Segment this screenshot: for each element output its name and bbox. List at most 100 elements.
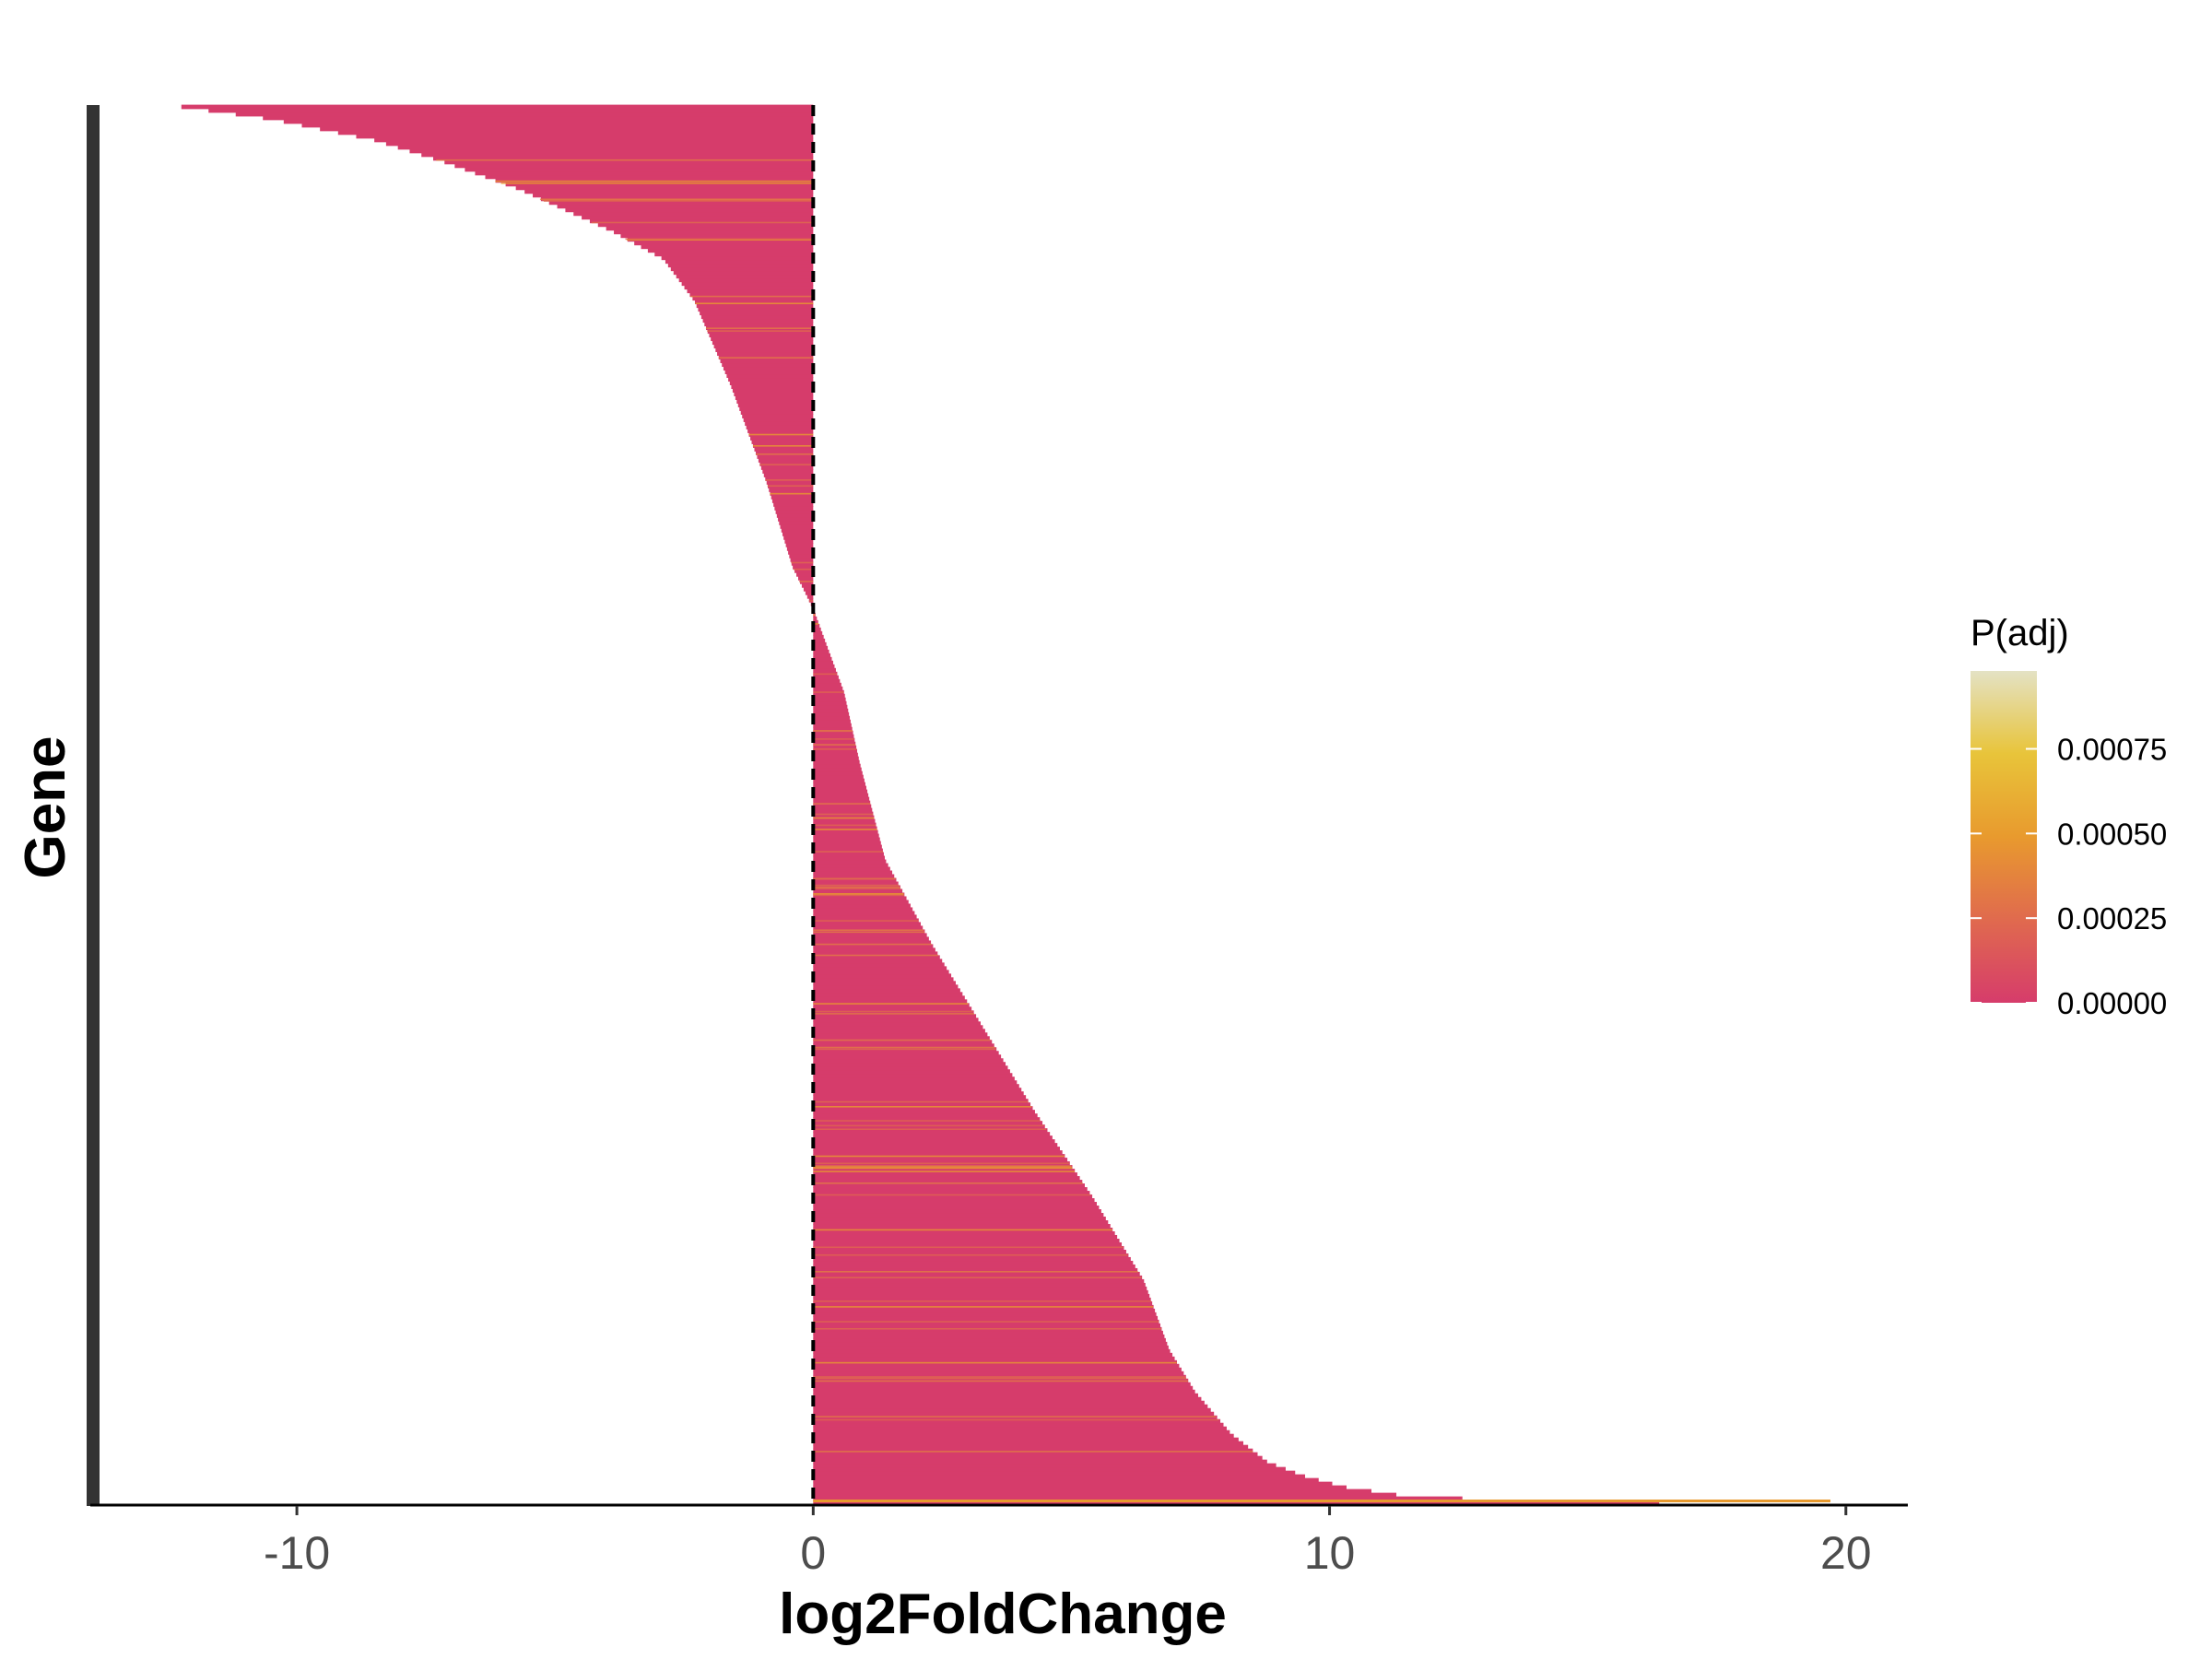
gene-bar xyxy=(676,274,814,279)
gene-bar xyxy=(813,763,861,769)
gene-bar xyxy=(813,1180,1083,1184)
padj-stripe xyxy=(813,748,857,750)
gene-bar xyxy=(813,1418,1221,1424)
gene-bar xyxy=(208,108,814,113)
gene-bar xyxy=(301,123,814,128)
gene-bar xyxy=(813,870,893,876)
gene-bar xyxy=(813,1249,1126,1254)
gene-bar xyxy=(813,627,821,632)
gene-bar xyxy=(678,277,814,283)
gene-bar xyxy=(813,1191,1090,1195)
gene-bar xyxy=(709,333,814,338)
gene-bar xyxy=(813,789,868,794)
gene-bar xyxy=(712,340,814,346)
gene-bar xyxy=(813,1426,1227,1431)
gene-bar xyxy=(813,852,884,857)
gene-bar xyxy=(397,145,814,150)
padj-stripe xyxy=(500,182,814,184)
gene-bar xyxy=(813,660,833,665)
gene-bar xyxy=(813,745,857,750)
gene-bar xyxy=(813,1062,1006,1067)
gene-bar xyxy=(694,300,814,305)
gene-bar xyxy=(717,351,814,357)
gene-bar xyxy=(813,752,858,758)
gene-bar xyxy=(444,159,814,165)
gene-bar xyxy=(813,933,927,938)
gene-bar xyxy=(813,966,947,971)
padj-stripe xyxy=(813,954,938,957)
padj-stripe xyxy=(770,492,814,495)
gene-bar xyxy=(813,619,818,625)
gene-bar xyxy=(698,307,814,312)
gene-bar xyxy=(762,469,814,474)
gene-bar xyxy=(684,285,814,290)
gene-bar xyxy=(813,999,968,1005)
padj-stripe xyxy=(813,1380,1188,1382)
gene-bar xyxy=(647,248,814,253)
padj-stripe xyxy=(695,302,814,305)
gene-bar xyxy=(813,1260,1134,1265)
gene-bar xyxy=(813,1441,1243,1446)
gene-bar xyxy=(813,1077,1015,1081)
gene-bar xyxy=(742,414,814,418)
gene-bar xyxy=(778,517,814,522)
gene-bar xyxy=(813,634,824,640)
gene-bar xyxy=(813,1356,1175,1361)
gene-bar xyxy=(769,488,814,492)
gene-bar xyxy=(813,881,899,887)
gene-bar xyxy=(805,590,814,595)
padj-stripe xyxy=(813,813,874,816)
gene-bar xyxy=(813,1289,1148,1295)
gene-bar xyxy=(813,992,963,997)
gene-bar xyxy=(813,737,855,743)
padj-stripe xyxy=(813,1039,991,1041)
padj-stripe xyxy=(813,1010,973,1013)
gene-bar xyxy=(665,259,814,265)
padj-stripe xyxy=(813,1167,1073,1170)
gene-bar xyxy=(813,1407,1211,1413)
padj-stripe xyxy=(813,1166,1072,1168)
gene-bar xyxy=(696,303,814,309)
gene-bar xyxy=(465,167,814,172)
gene-bar xyxy=(813,962,945,968)
gene-bar xyxy=(283,119,814,124)
gene-bar xyxy=(813,1080,1018,1085)
gene-bar xyxy=(337,130,814,135)
gene-bar xyxy=(557,204,814,209)
gene-bar xyxy=(813,1470,1296,1476)
padj-stripe xyxy=(813,1155,1065,1158)
gene-bar xyxy=(813,866,890,872)
gene-bar xyxy=(813,863,888,868)
x-tick-label: 10 xyxy=(1304,1527,1356,1579)
gene-bar xyxy=(743,418,814,422)
padj-stripe xyxy=(813,1124,1044,1127)
padj-stripe xyxy=(813,1128,1047,1131)
gene-bar xyxy=(813,1194,1093,1199)
gene-bar xyxy=(702,318,814,324)
padj-stripe xyxy=(813,1229,1112,1231)
padj-stripe xyxy=(707,330,814,332)
gene-bar xyxy=(734,392,814,396)
gene-bar xyxy=(589,218,814,224)
gene-bar xyxy=(726,373,814,379)
gene-bar xyxy=(813,1065,1008,1071)
padj-stripe xyxy=(813,1162,1070,1165)
padj-stripe xyxy=(813,1013,974,1015)
gene-bar xyxy=(813,616,818,621)
gene-bar xyxy=(667,263,814,268)
padj-stripe xyxy=(813,1361,1177,1364)
gene-bar xyxy=(813,715,851,721)
padj-stripe xyxy=(813,1300,1151,1302)
gene-bar xyxy=(765,477,814,481)
padj-highlight-stripes xyxy=(436,159,1830,1502)
gene-bar xyxy=(813,656,832,662)
gene-bar xyxy=(813,951,938,957)
gene-bar xyxy=(597,222,814,228)
gene-bar xyxy=(813,1234,1118,1240)
gene-bar xyxy=(813,1345,1169,1350)
gene-bar xyxy=(813,1463,1277,1468)
padj-stripe xyxy=(813,888,901,889)
padj-stripe xyxy=(748,433,814,436)
padj-stripe xyxy=(813,829,877,830)
